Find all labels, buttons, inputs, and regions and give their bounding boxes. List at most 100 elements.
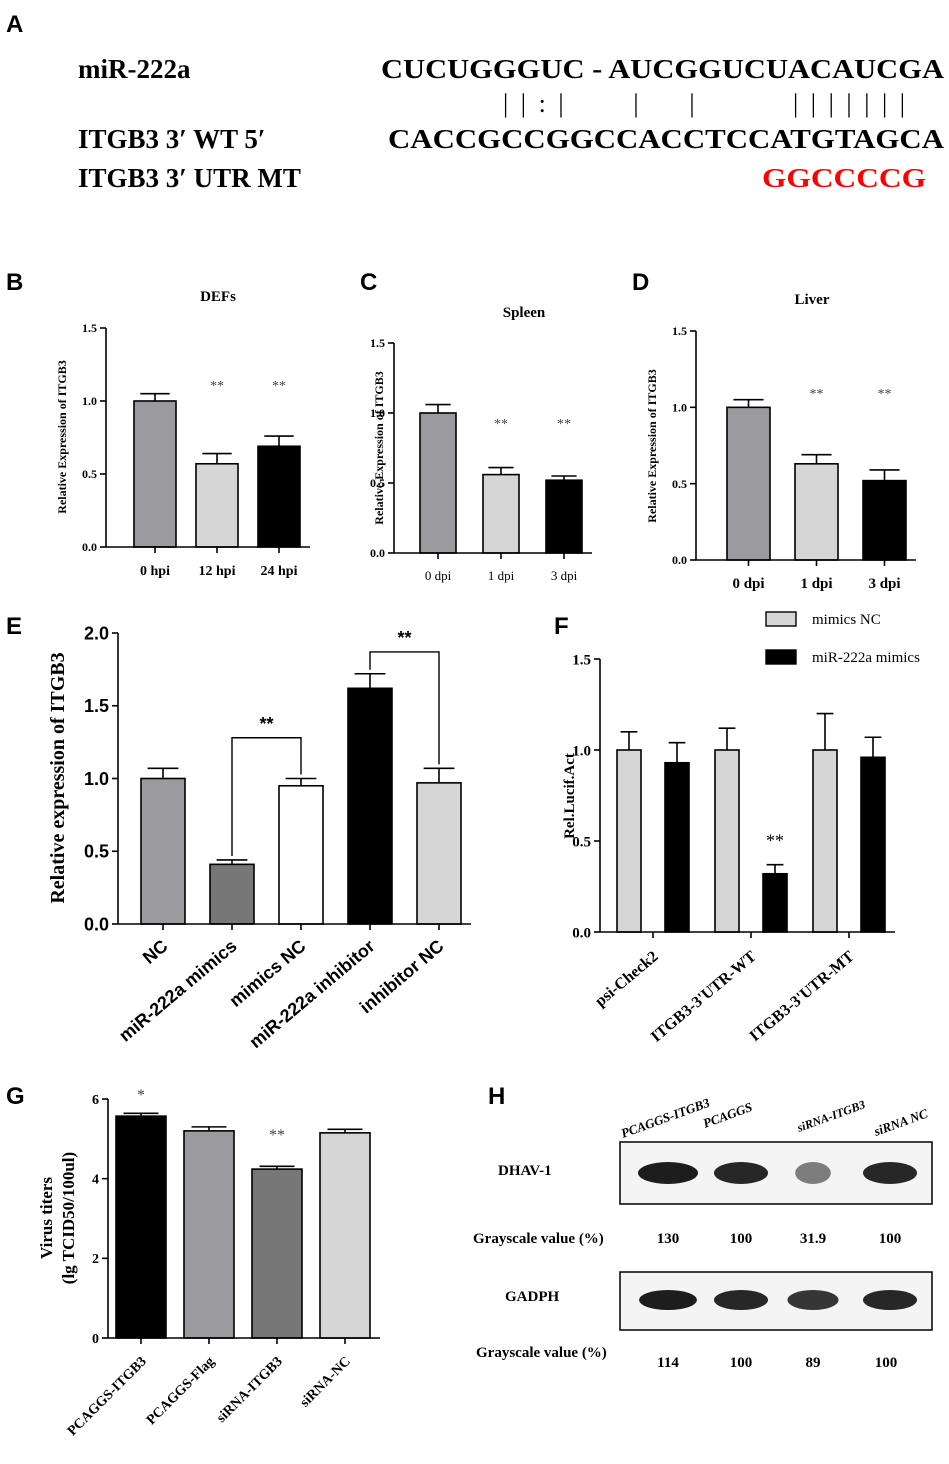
legend-swatch bbox=[765, 611, 797, 627]
significance-mark: ** bbox=[494, 417, 508, 432]
x-tick-label: PCAGGS-Flag bbox=[144, 1354, 218, 1428]
panel-letter: E bbox=[6, 613, 22, 640]
significance-mark: * bbox=[137, 1087, 145, 1104]
lane-label-1: PCAGGS-ITGB3 bbox=[619, 1095, 712, 1141]
bar bbox=[860, 756, 886, 933]
x-tick-label: 1 dpi bbox=[488, 568, 515, 583]
x-tick-label: miR-222a inhibitor bbox=[245, 936, 378, 1052]
y-tick-label: 0.5 bbox=[672, 477, 687, 491]
mt-label: ITGB3 3′ UTR MT bbox=[78, 163, 301, 193]
grayscale-value: 100 bbox=[879, 1231, 902, 1247]
x-tick-label: 0 dpi bbox=[425, 568, 452, 583]
chart-e: E Relative expression of ITGB3 0.0 0.5 1.0 1.… bbox=[6, 613, 471, 1052]
y-tick-label: 0.0 bbox=[84, 914, 109, 934]
x-tick-label: PCAGGS-ITGB3 bbox=[65, 1354, 150, 1439]
significance-mark: ** bbox=[210, 379, 224, 394]
bar bbox=[115, 1115, 167, 1339]
grayscale-value: 89 bbox=[806, 1355, 821, 1371]
y-axis-label: Relative Expression of ITGB3 bbox=[372, 371, 386, 524]
y-tick-label: 1.0 bbox=[572, 743, 591, 759]
bar bbox=[347, 687, 393, 925]
significance-mark: ** bbox=[878, 387, 892, 402]
x-tick-label: 0 hpi bbox=[140, 564, 170, 579]
panel-letter: G bbox=[6, 1083, 25, 1110]
y-tick-label: 1.5 bbox=[84, 696, 109, 716]
bar bbox=[195, 462, 239, 548]
chart-title: Spleen bbox=[503, 305, 546, 321]
bracket-label: ** bbox=[259, 714, 273, 734]
blot-label-dhav1: DHAV-1 bbox=[498, 1163, 552, 1179]
y-tick-label: 0.0 bbox=[672, 553, 687, 567]
bar bbox=[482, 473, 520, 554]
bar bbox=[140, 777, 186, 925]
x-tick-label: siRNA-NC bbox=[298, 1354, 354, 1410]
bar bbox=[278, 784, 324, 925]
panel-a: A miR-222a CUCUGGGUC - AUCGGUCUACAUCGA |… bbox=[6, 11, 945, 193]
x-tick-label: NC bbox=[139, 936, 172, 968]
grayscale-value: 31.9 bbox=[800, 1231, 826, 1247]
blot-label-gadph: GADPH bbox=[505, 1289, 559, 1305]
y-tick-label: 0 bbox=[92, 1332, 99, 1347]
y-tick-label: 0.5 bbox=[370, 476, 385, 490]
y-tick-label: 1.0 bbox=[84, 769, 109, 789]
bar bbox=[209, 863, 255, 925]
bar bbox=[794, 463, 839, 561]
grayscale-label-1: Grayscale value (%) bbox=[473, 1231, 604, 1247]
y-tick-label: 1.5 bbox=[370, 336, 385, 350]
lane-label-3: siRNA-ITGB3 bbox=[794, 1097, 867, 1135]
y-tick-label: 1.0 bbox=[82, 394, 97, 408]
chart-b: B DEFs Relative Expression of ITGB3 0.0 0.5 1… bbox=[6, 269, 310, 579]
base-pairing: | | : | | | | | | | | | | bbox=[503, 89, 905, 118]
panel-letter: C bbox=[360, 269, 377, 296]
bar bbox=[183, 1130, 235, 1339]
blot-bands-gadph bbox=[639, 1290, 917, 1310]
y-axis-label: Rel.Lucif.Act bbox=[562, 753, 578, 839]
panel-h: H PCAGGS-ITGB3 PCAGGS siRNA-ITGB3 siRNA … bbox=[473, 1083, 933, 1371]
mirna-label: miR-222a bbox=[78, 54, 191, 84]
panel-letter-h: H bbox=[488, 1083, 505, 1110]
mirna-sequence: CUCUGGGUC - AUCGGUCUACAUCGA bbox=[381, 54, 945, 84]
bar bbox=[726, 406, 771, 561]
blot-band bbox=[863, 1290, 917, 1310]
y-axis-label-units: (lg TCID50/100ul) bbox=[59, 1152, 78, 1284]
wt-label: ITGB3 3′ WT 5′ bbox=[78, 124, 266, 154]
bar bbox=[545, 479, 583, 554]
x-tick-label: miR-222a mimics bbox=[115, 936, 241, 1046]
bar bbox=[664, 761, 690, 933]
x-tick-label: psi-Check2 bbox=[592, 948, 661, 1010]
chart-title: Liver bbox=[795, 292, 830, 308]
significance-mark: ** bbox=[557, 417, 571, 432]
bar bbox=[257, 445, 301, 548]
significance-mark: ** bbox=[269, 1127, 285, 1144]
bar bbox=[616, 749, 642, 933]
y-axis-label: Relative Expression of ITGB3 bbox=[55, 360, 69, 513]
chart-c: C Spleen Relative Expression of ITGB3 0.0 0.… bbox=[360, 269, 592, 583]
chart-panels: B DEFs Relative Expression of ITGB3 0.0 0.5 1… bbox=[6, 269, 920, 1439]
y-tick-label: 1.5 bbox=[82, 321, 97, 335]
bracket-label: ** bbox=[397, 628, 411, 648]
significance-mark: ** bbox=[766, 831, 784, 851]
chart-d: D Liver Relative Expression of ITGB3 0.0 0.5… bbox=[632, 269, 916, 592]
y-tick-label: 1.5 bbox=[672, 324, 687, 338]
y-tick-label: 1.0 bbox=[672, 401, 687, 415]
grayscale-value: 100 bbox=[730, 1231, 753, 1247]
blot-band bbox=[639, 1290, 697, 1310]
legend-swatch bbox=[765, 649, 797, 665]
legend-label: miR-222a mimics bbox=[812, 650, 920, 666]
y-tick-label: 6 bbox=[92, 1093, 99, 1108]
significance-bracket bbox=[369, 651, 440, 765]
y-tick-label: 0.5 bbox=[82, 467, 97, 481]
bar bbox=[133, 400, 177, 548]
y-tick-label: 0.5 bbox=[572, 834, 591, 850]
blot-bands-dhav1 bbox=[638, 1162, 917, 1184]
bar bbox=[416, 782, 462, 925]
blot-band bbox=[714, 1290, 768, 1310]
lane-label-4: siRNA NC bbox=[871, 1105, 930, 1139]
y-tick-label: 4 bbox=[92, 1173, 99, 1188]
y-tick-label: 0.0 bbox=[572, 925, 591, 941]
x-tick-label: 0 dpi bbox=[732, 576, 764, 592]
significance-bracket bbox=[231, 737, 302, 856]
bar bbox=[812, 749, 838, 933]
